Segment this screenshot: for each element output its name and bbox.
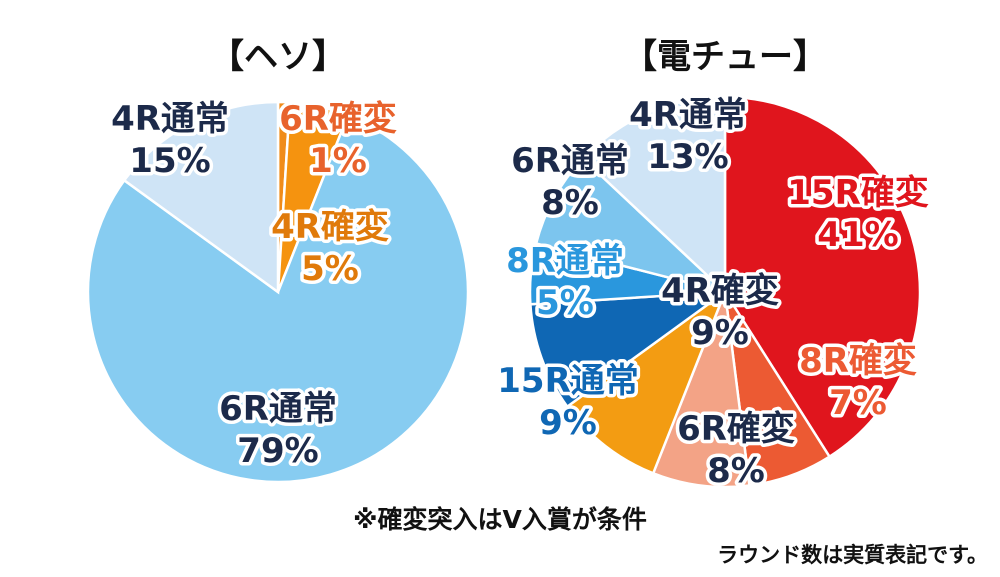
denchu-title: 【電チュー】 (623, 37, 827, 77)
denchu-label-value-2: 8% (707, 451, 765, 491)
condition-note: ※確変突入はV入賞が条件 (353, 505, 647, 534)
heso-label-0: 6R確変 1% (279, 99, 397, 181)
denchu-label-0: 15R確変 41% (787, 173, 929, 255)
denchu-label-5: 8R通常 5% (506, 241, 624, 323)
denchu-slice-2 (651, 291, 751, 489)
denchu-slice-4 (529, 290, 730, 409)
denchu-label-name-1: 8R確変 (799, 341, 917, 381)
denchu-label-name-7: 4R通常 (629, 95, 747, 135)
denchu-label-name-4: 15R通常 (497, 361, 639, 401)
denchu-slice-7 (581, 95, 727, 295)
heso-label-name-1: 4R確変 (271, 207, 389, 247)
heso-pie (86, 100, 470, 484)
slice-labels: 6R確変 1%4R確変 5%6R通常 79%4R通常 15%15R確変 41%8R確変 7%… (108, 92, 933, 495)
denchu-label-7: 4R通常 13% (629, 95, 747, 177)
denchu-label-1: 8R確変 7% (799, 341, 917, 423)
heso-label-value-2: 79% (237, 431, 318, 471)
round-note: ラウンド数は実質表記です。 (717, 543, 988, 567)
denchu-label-value-7: 13% (647, 137, 728, 177)
denchu-pie (528, 95, 922, 489)
heso-label-value-1: 5% (301, 249, 359, 289)
denchu-label-value-1: 7% (829, 383, 887, 423)
heso-title: 【ヘソ】 (210, 37, 346, 77)
denchu-label-name-0: 15R確変 (787, 173, 929, 213)
denchu-label-name-6: 6R通常 (511, 141, 629, 181)
denchu-label-2: 6R確変 8% (677, 409, 795, 491)
denchu-label-value-3: 9% (691, 313, 749, 353)
heso-label-value-0: 1% (309, 141, 367, 181)
heso-label-name-0: 6R確変 (279, 99, 397, 139)
heso-slice-3 (122, 100, 280, 295)
denchu-slice-3 (565, 288, 728, 475)
heso-label-name-2: 6R通常 (219, 389, 337, 429)
denchu-label-3: 4R確変 9% (661, 271, 779, 353)
denchu-label-value-4: 9% (539, 403, 597, 443)
heso-slice-2 (86, 113, 470, 484)
denchu-label-value-0: 41% (817, 215, 898, 255)
heso-label-value-3: 15% (129, 141, 210, 181)
denchu-label-6: 6R通常 8% (511, 141, 629, 223)
denchu-slice-6 (534, 156, 726, 294)
denchu-label-4: 15R通常 9% (497, 361, 639, 443)
heso-label-name-3: 4R通常 (111, 99, 229, 139)
denchu-label-name-3: 4R確変 (661, 271, 779, 311)
denchu-label-name-2: 6R確変 (677, 409, 795, 449)
denchu-label-value-6: 8% (541, 183, 599, 223)
heso-label-3: 4R通常 15% (111, 99, 229, 181)
denchu-label-name-5: 8R通常 (506, 241, 624, 281)
heso-label-1: 4R確変 5% (271, 207, 389, 289)
heso-label-2: 6R通常 79% (219, 389, 337, 471)
denchu-label-value-5: 5% (536, 283, 594, 323)
